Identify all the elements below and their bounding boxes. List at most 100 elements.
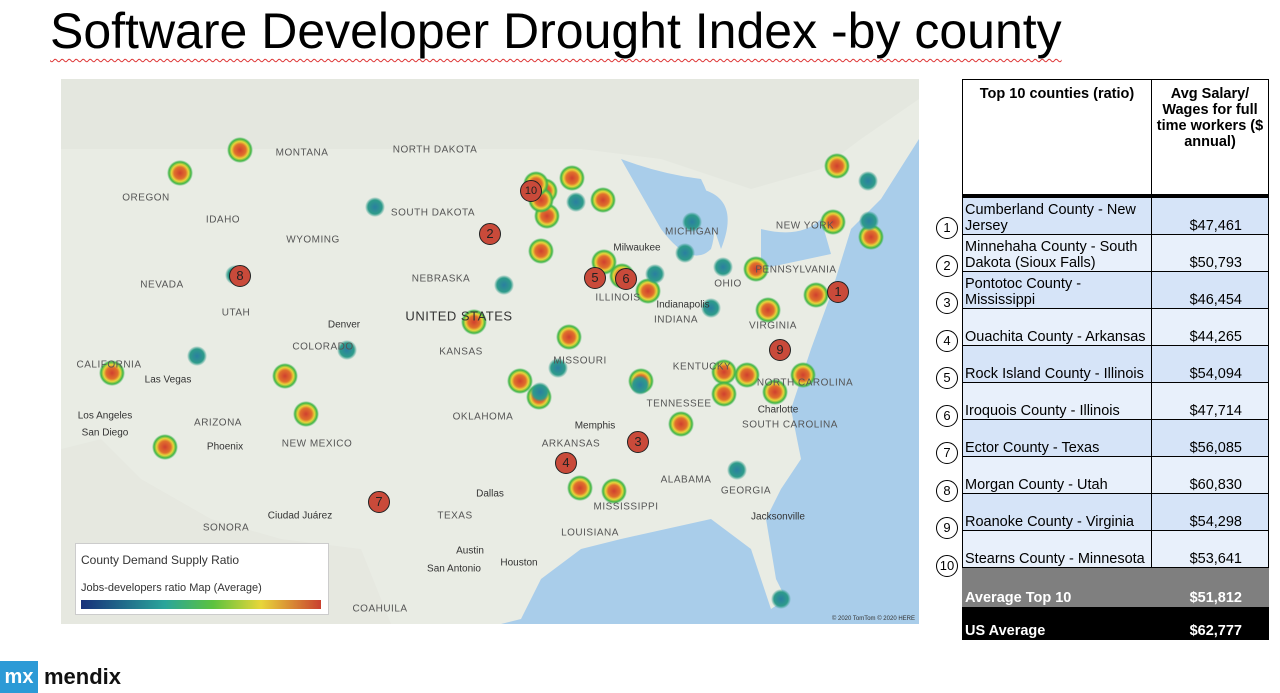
table-row: Pontotoc County - Mississippi $46,454 [962,271,1269,309]
city-label: Austin [456,545,484,557]
map-marker: 10 [520,180,542,202]
region-label: UNITED STATES [405,308,513,324]
region-label: MONTANA [275,147,329,159]
region-label: INDIANA [653,314,699,326]
heat-spot [507,368,533,394]
city-label: Indianapolis [656,299,710,311]
header-cell: Avg Salary/ Wages for full time workers … [1151,79,1269,198]
heat-spot [682,212,702,232]
heat-spot [790,362,816,388]
region-label: NEBRASKA [411,273,471,285]
heat-spot [713,257,733,277]
heat-spot [858,224,884,250]
legend-subtitle: Jobs-developers ratio Map (Average) [81,582,262,594]
rank-circle: 1 [936,217,958,239]
salary-cell: $54,298 [1151,493,1269,531]
heat-spot [99,360,125,386]
county-cell: Minnehaha County - South Dakota (Sioux F… [962,234,1152,272]
rank-circle: 10 [936,554,958,577]
heat-spot [548,358,568,378]
city-label: Los Angeles [77,410,133,422]
city-label: Memphis [574,420,616,432]
map-marker: 5 [584,267,606,289]
region-label: SOUTH DAKOTA [390,207,476,219]
heat-spot [803,282,829,308]
map-marker: 4 [555,452,577,474]
heat-spot [227,137,253,163]
footer-label: US Average [962,606,1152,640]
table-row: Ouachita County - Arkansas $44,265 [962,308,1269,346]
heat-spot [556,324,582,350]
region-label: SONORA [202,522,250,534]
region-label: ILLINOIS [595,292,641,304]
salary-cell: $56,085 [1151,419,1269,457]
heat-spot [858,171,878,191]
heat-spot [771,589,791,609]
salary-cell: $46,454 [1151,271,1269,309]
heat-spot [635,278,661,304]
region-label: OHIO [714,278,742,290]
heat-spot [494,275,514,295]
county-cell: Cumberland County - New Jersey [962,195,1152,235]
heat-spot [152,434,178,460]
heat-spot [559,165,585,191]
heat-spot [820,209,846,235]
footer-row: Average Top 10 $51,812 [962,567,1269,607]
logo-mark: mx [0,661,38,693]
legend-gradient [81,600,321,609]
region-label: OKLAHOMA [452,411,514,423]
region-label: TEXAS [437,510,473,522]
footer-label: Average Top 10 [962,567,1152,607]
table-row: Morgan County - Utah $60,830 [962,456,1269,494]
region-label: ARIZONA [194,417,242,429]
footer-value: $51,812 [1151,567,1269,607]
footer-value: $62,777 [1151,606,1269,640]
table-row: Ector County - Texas $56,085 [962,419,1269,457]
heat-spot [859,211,879,231]
heat-spot [701,298,721,318]
region-label: ARKANSAS [541,438,601,450]
heat-spot [734,362,760,388]
rank-circle: 7 [936,442,958,464]
region-label: VIRGINIA [749,320,797,332]
heat-spot [528,238,554,264]
heat-spot [566,192,586,212]
region-label: CALIFORNIA [76,359,142,371]
map-marker: 7 [368,491,390,513]
rank-circle: 2 [936,254,958,277]
heat-spot [293,401,319,427]
county-cell: Pontotoc County - Mississippi [962,271,1152,309]
heat-spot [590,187,616,213]
salary-cell: $47,461 [1151,195,1269,235]
region-label: TENNESSEE [646,398,712,410]
region-label: COAHUILA [352,603,408,615]
map-marker: 1 [827,281,849,303]
map-marker: 9 [769,339,791,361]
city-label: Milwaukee [613,242,661,254]
map-marker: 6 [615,268,637,290]
header-cell: Top 10 counties (ratio) [962,79,1152,198]
city-label: Houston [500,557,538,569]
region-label: LOUISIANA [561,527,619,539]
table-row: Roanoke County - Virginia $54,298 [962,493,1269,531]
county-cell: Ector County - Texas [962,419,1152,457]
city-label: San Antonio [427,563,481,575]
rank-circle: 3 [936,292,958,314]
salary-cell: $54,094 [1151,345,1269,383]
heat-spot [711,381,737,407]
heat-spot [668,411,694,437]
heat-spot [645,264,665,284]
title-text: Software Developer Drought Index -by cou… [50,3,1062,59]
table-row: Stearns County - Minnesota $53,641 [962,530,1269,568]
table-row: Rock Island County - Illinois $54,094 [962,345,1269,383]
heat-spot [762,379,788,405]
map: UNITED STATES NORTH DAKOTA SOUTH DAKOTA NEB… [61,79,919,624]
city-label: San Diego [81,427,129,439]
region-label: NEW YORK [775,220,835,232]
map-marker: 8 [229,265,251,287]
county-cell: Stearns County - Minnesota [962,530,1152,568]
region-label: MISSOURI [553,355,607,367]
region-label: IDAHO [205,214,241,226]
heat-spot [824,153,850,179]
